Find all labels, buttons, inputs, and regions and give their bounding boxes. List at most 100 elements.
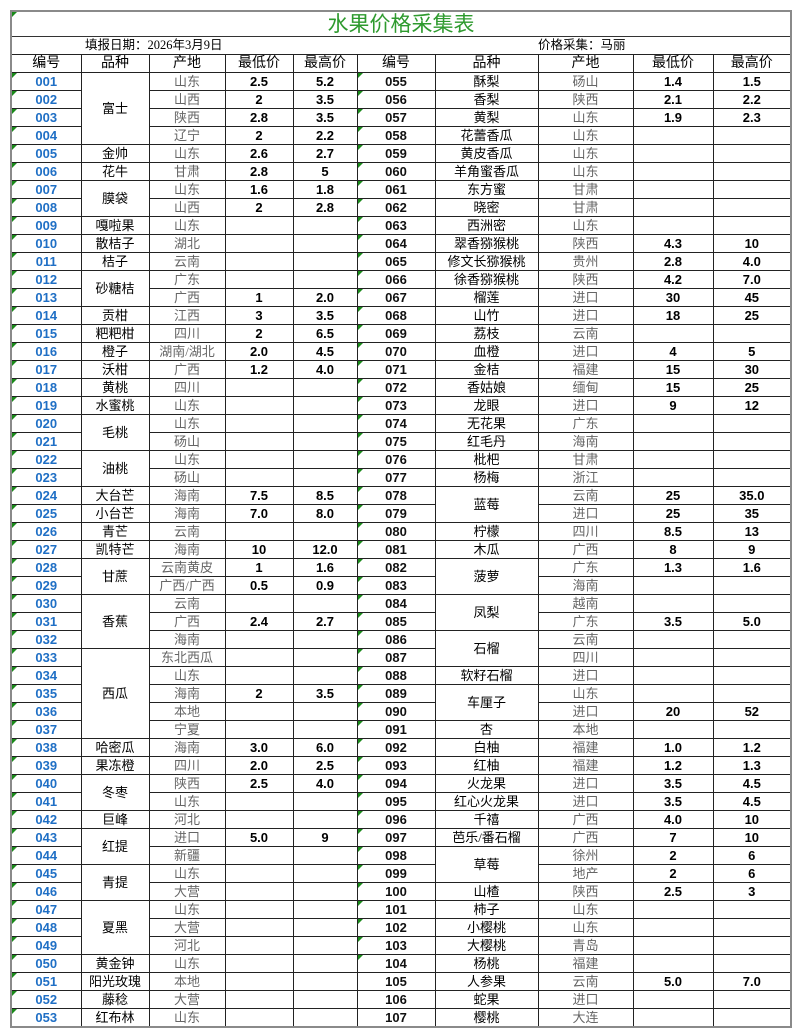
cell-min-price[interactable]: 4 [632,342,714,361]
cell-id[interactable]: 056 [356,90,436,109]
cell-min-price[interactable] [224,234,294,253]
cell-variety[interactable]: 杨梅 [434,468,539,487]
cell-origin[interactable]: 海南 [537,432,634,451]
cell-origin[interactable]: 甘肃 [537,180,634,199]
cell-id[interactable]: 046 [10,882,82,901]
cell-id[interactable]: 068 [356,306,436,325]
cell-min-price[interactable]: 1.3 [632,558,714,577]
cell-variety[interactable]: 东方蜜 [434,180,539,199]
cell-min-price[interactable] [224,918,294,937]
cell-variety[interactable]: 金桔 [434,360,539,379]
cell-id[interactable]: 022 [10,450,82,469]
cell-min-price[interactable]: 1.6 [224,180,294,199]
cell-max-price[interactable] [712,648,792,667]
cell-id[interactable]: 008 [10,198,82,217]
cell-variety[interactable]: 凤梨 [434,594,539,631]
cell-min-price[interactable] [224,882,294,901]
cell-min-price[interactable]: 3.0 [224,738,294,757]
cell-id[interactable]: 083 [356,576,436,595]
cell-variety[interactable]: 香蕉 [80,594,150,649]
cell-id[interactable]: 091 [356,720,436,739]
cell-max-price[interactable]: 3.5 [292,108,358,127]
cell-min-price[interactable] [632,162,714,181]
cell-origin[interactable]: 海南 [148,504,226,523]
cell-max-price[interactable]: 6.5 [292,324,358,343]
cell-max-price[interactable]: 9 [712,540,792,559]
cell-min-price[interactable]: 25 [632,504,714,523]
cell-variety[interactable]: 人参果 [434,972,539,991]
cell-min-price[interactable] [632,648,714,667]
cell-max-price[interactable] [712,594,792,613]
cell-id[interactable]: 094 [356,774,436,793]
cell-max-price[interactable]: 45 [712,288,792,307]
cell-min-price[interactable]: 4.2 [632,270,714,289]
cell-max-price[interactable]: 12 [712,396,792,415]
cell-min-price[interactable] [224,630,294,649]
cell-variety[interactable]: 巨峰 [80,810,150,829]
cell-id[interactable]: 021 [10,432,82,451]
cell-id[interactable]: 024 [10,486,82,505]
cell-origin[interactable]: 海南 [148,540,226,559]
cell-id[interactable]: 011 [10,252,82,271]
cell-max-price[interactable] [712,990,792,1009]
cell-origin[interactable]: 本地 [148,702,226,721]
cell-max-price[interactable]: 5.0 [712,612,792,631]
cell-origin[interactable]: 辽宁 [148,126,226,145]
cell-min-price[interactable]: 10 [224,540,294,559]
cell-id[interactable]: 004 [10,126,82,145]
cell-min-price[interactable] [632,1008,714,1028]
cell-variety[interactable]: 甘蔗 [80,558,150,595]
cell-variety[interactable]: 龙眼 [434,396,539,415]
cell-variety[interactable]: 嘎啦果 [80,216,150,235]
cell-min-price[interactable]: 3.5 [632,792,714,811]
cell-max-price[interactable]: 30 [712,360,792,379]
cell-max-price[interactable] [292,414,358,433]
cell-variety[interactable]: 血橙 [434,342,539,361]
cell-min-price[interactable] [224,432,294,451]
cell-origin[interactable]: 山东 [148,666,226,685]
cell-variety[interactable]: 大台芒 [80,486,150,505]
cell-max-price[interactable]: 2.7 [292,144,358,163]
cell-id[interactable]: 104 [356,954,436,973]
cell-variety[interactable]: 小台芒 [80,504,150,523]
cell-id[interactable]: 067 [356,288,436,307]
cell-origin[interactable]: 江西 [148,306,226,325]
cell-variety[interactable]: 油桃 [80,450,150,487]
cell-max-price[interactable] [292,216,358,235]
cell-id[interactable]: 044 [10,846,82,865]
cell-variety[interactable]: 花蕾香瓜 [434,126,539,145]
cell-min-price[interactable] [632,900,714,919]
cell-max-price[interactable] [712,936,792,955]
cell-id[interactable]: 081 [356,540,436,559]
cell-min-price[interactable]: 1.9 [632,108,714,127]
cell-min-price[interactable]: 25 [632,486,714,505]
cell-origin[interactable]: 陕西 [537,90,634,109]
cell-origin[interactable]: 山东 [148,900,226,919]
cell-origin[interactable]: 进口 [537,702,634,721]
cell-max-price[interactable]: 35.0 [712,486,792,505]
cell-min-price[interactable] [224,1008,294,1028]
cell-origin[interactable]: 山东 [148,450,226,469]
cell-min-price[interactable]: 2.5 [224,774,294,793]
cell-id[interactable]: 085 [356,612,436,631]
cell-id[interactable]: 069 [356,324,436,343]
cell-id[interactable]: 032 [10,630,82,649]
cell-max-price[interactable]: 13 [712,522,792,541]
cell-max-price[interactable] [712,630,792,649]
cell-min-price[interactable]: 2 [224,126,294,145]
cell-max-price[interactable] [712,1008,792,1028]
cell-variety[interactable]: 千禧 [434,810,539,829]
cell-origin[interactable]: 海南 [148,738,226,757]
cell-origin[interactable]: 山东 [537,144,634,163]
cell-origin[interactable]: 大连 [537,1008,634,1028]
cell-id[interactable]: 107 [356,1008,436,1028]
cell-id[interactable]: 033 [10,648,82,667]
cell-min-price[interactable]: 7 [632,828,714,847]
cell-variety[interactable]: 桔子 [80,252,150,271]
cell-origin[interactable]: 砀山 [537,72,634,91]
cell-id[interactable]: 050 [10,954,82,973]
cell-min-price[interactable]: 1 [224,288,294,307]
cell-origin[interactable]: 山东 [537,918,634,937]
cell-min-price[interactable]: 15 [632,360,714,379]
cell-max-price[interactable]: 1.8 [292,180,358,199]
